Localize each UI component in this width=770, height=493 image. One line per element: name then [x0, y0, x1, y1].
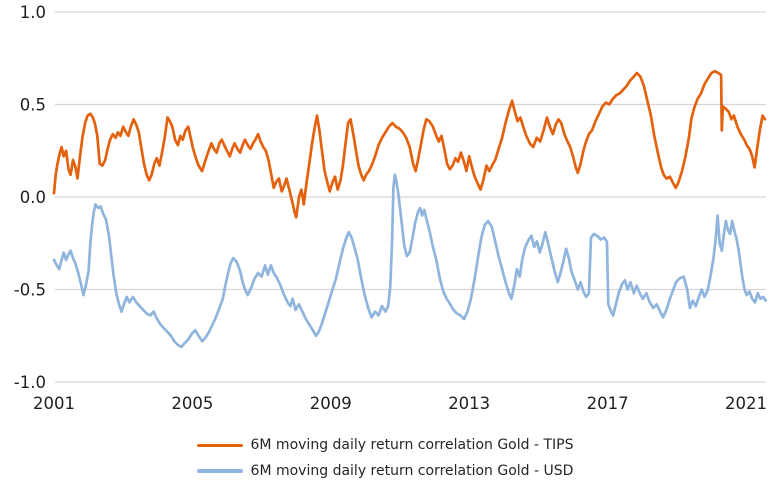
- series-lines: [52, 69, 768, 349]
- x-axis-tick-label: 2009: [310, 394, 352, 413]
- y-axis-tick-label: 0.0: [20, 188, 46, 207]
- y-axis-tick-label: -1.0: [14, 373, 46, 392]
- legend-swatch-gold-usd: [196, 469, 243, 473]
- x-axis-tick-label: 2021: [725, 394, 767, 413]
- legend-swatch-gold-tips: [196, 443, 243, 448]
- x-axis-tick-label: 2017: [587, 394, 629, 413]
- legend-label-gold-tips: 6M moving daily return correlation Gold …: [250, 437, 574, 453]
- chart-plot-area: 1.00.50.0-0.5-1.0 2001 2005 2009 2013 2017 20…: [14, 3, 768, 413]
- legend-label-gold-usd: 6M moving daily return correlation Gold …: [250, 462, 574, 479]
- x-axis-tick-label: 2013: [448, 394, 490, 413]
- series-line-gold-usd: [52, 173, 768, 349]
- legend-item-gold-tips: 6M moving daily return correlation Gold …: [196, 437, 574, 454]
- legend-item-gold-usd: 6M moving daily return correlation Gold …: [196, 462, 574, 480]
- x-axis-tick-labels: 2001 2005 2009 2013 2017 2021: [33, 394, 767, 413]
- y-axis-tick-label: 1.0: [20, 3, 46, 22]
- x-axis-tick-label: 2005: [171, 394, 213, 413]
- x-axis-tick-label: 2001: [33, 394, 75, 413]
- y-axis-tick-labels: 1.0 0.5 0.0 -0.5 -1.0: [14, 3, 46, 392]
- series-line-gold-tips: [52, 69, 767, 219]
- chart-legend: 6M moving daily return correlation Gold …: [0, 437, 770, 480]
- y-axis-tick-label: 0.5: [20, 96, 46, 115]
- y-axis-tick-label: -0.5: [14, 281, 46, 300]
